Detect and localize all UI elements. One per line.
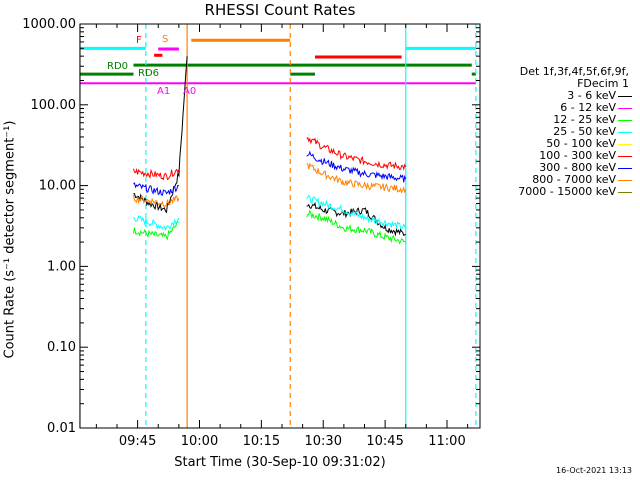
legend-swatch — [618, 168, 632, 169]
legend-entry: 25 - 50 keV — [484, 126, 640, 138]
legend-entry: 50 - 100 keV — [484, 138, 640, 150]
annotation-label-s: S — [162, 34, 168, 45]
legend-swatch — [618, 180, 632, 181]
y-tick-label: 100.00 — [31, 98, 77, 113]
legend-entry: 3 - 6 keV — [484, 90, 640, 102]
legend-swatch — [618, 120, 632, 121]
annotation-label-a0: A0 — [183, 86, 196, 97]
x-tick-label: 10:15 — [243, 434, 280, 449]
flag-bars — [79, 24, 477, 428]
series-7-segment-0 — [133, 194, 180, 208]
series-lines — [133, 56, 407, 245]
legend-label: 25 - 50 keV — [553, 125, 616, 138]
series-2-segment-1 — [306, 209, 406, 245]
series-0-segment-0 — [133, 56, 188, 214]
plot-frame — [79, 23, 481, 429]
tick-labels: 0.01 0.10 1.00 10.00 100.00 1000.00 09:45 10:00… — [22, 17, 465, 449]
legend-swatch — [618, 132, 632, 133]
y-tick-label: 10.00 — [39, 179, 76, 194]
legend-header-line-1: Det 1f,3f,4f,5f,6f,9f, — [519, 65, 629, 78]
y-tick-label: 1000.00 — [22, 17, 76, 32]
chart-title: RHESSI Count Rates — [204, 1, 356, 19]
legend-swatch — [618, 144, 632, 145]
legend-entry: 6 - 12 keV — [484, 102, 640, 114]
legend-entries: 3 - 6 keV 6 - 12 keV 12 - 25 keV 25 - 50 ke… — [484, 90, 640, 198]
legend-swatch — [618, 156, 632, 157]
axes — [79, 23, 481, 429]
x-tick-label: 10:30 — [305, 434, 342, 449]
y-tick-label: 0.10 — [47, 340, 76, 355]
annotation-label-a1: A1 — [157, 86, 170, 97]
annotation-label-rd6: RD6 — [138, 68, 159, 79]
legend-entry: 300 - 800 keV — [484, 162, 640, 174]
annotation-label-rd0: RD0 — [107, 61, 128, 72]
series-3-segment-0 — [133, 214, 180, 231]
legend-label: 12 - 25 keV — [553, 113, 616, 126]
x-tick-label: 11:00 — [428, 434, 465, 449]
timestamp-footer: 16-Oct-2021 13:13 — [556, 466, 632, 475]
legend-swatch — [618, 108, 632, 109]
legend-label: 100 - 300 keV — [539, 149, 616, 162]
legend-header-line-2: FDecim 1 — [577, 77, 629, 90]
x-tick-label: 10:45 — [366, 434, 403, 449]
legend-entry: 800 - 7000 keV — [484, 174, 640, 186]
legend-swatch — [618, 96, 632, 97]
x-tick-label: 10:00 — [181, 434, 218, 449]
legend: Det 1f,3f,4f,5f,6f,9f, FDecim 1 3 - 6 ke… — [484, 66, 640, 198]
x-axis-label: Start Time (30-Sep-10 09:31:02) — [174, 455, 386, 470]
series-0-segment-1 — [306, 201, 406, 237]
series-3-segment-1 — [306, 194, 407, 230]
series-6-segment-0 — [133, 182, 179, 196]
legend-label: 6 - 12 keV — [560, 101, 616, 114]
series-5-segment-0 — [133, 167, 180, 181]
series-5-segment-1 — [306, 136, 407, 171]
series-7-segment-1 — [306, 162, 407, 194]
legend-label: 50 - 100 keV — [546, 137, 616, 150]
series-2-segment-0 — [133, 221, 180, 241]
legend-entry: 100 - 300 keV — [484, 150, 640, 162]
series-6-segment-1 — [306, 150, 407, 183]
y-axis-label: Count Rate (s⁻¹ detector segment⁻¹) — [2, 120, 18, 359]
legend-label: 300 - 800 keV — [539, 161, 616, 174]
legend-entry: 12 - 25 keV — [484, 114, 640, 126]
legend-entry: 7000 - 15000 keV — [484, 186, 640, 198]
legend-label: 800 - 7000 keV — [532, 173, 616, 186]
x-tick-label: 09:45 — [119, 434, 156, 449]
y-tick-label: 1.00 — [47, 259, 76, 274]
annotation-label-f: F — [136, 35, 142, 46]
legend-label: 7000 - 15000 keV — [518, 185, 616, 198]
annotation-labels: RD0 RD6 F S A1 A0 — [107, 34, 196, 97]
legend-swatch — [618, 192, 632, 193]
y-tick-label: 0.01 — [47, 421, 76, 436]
legend-label: 3 - 6 keV — [567, 89, 616, 102]
